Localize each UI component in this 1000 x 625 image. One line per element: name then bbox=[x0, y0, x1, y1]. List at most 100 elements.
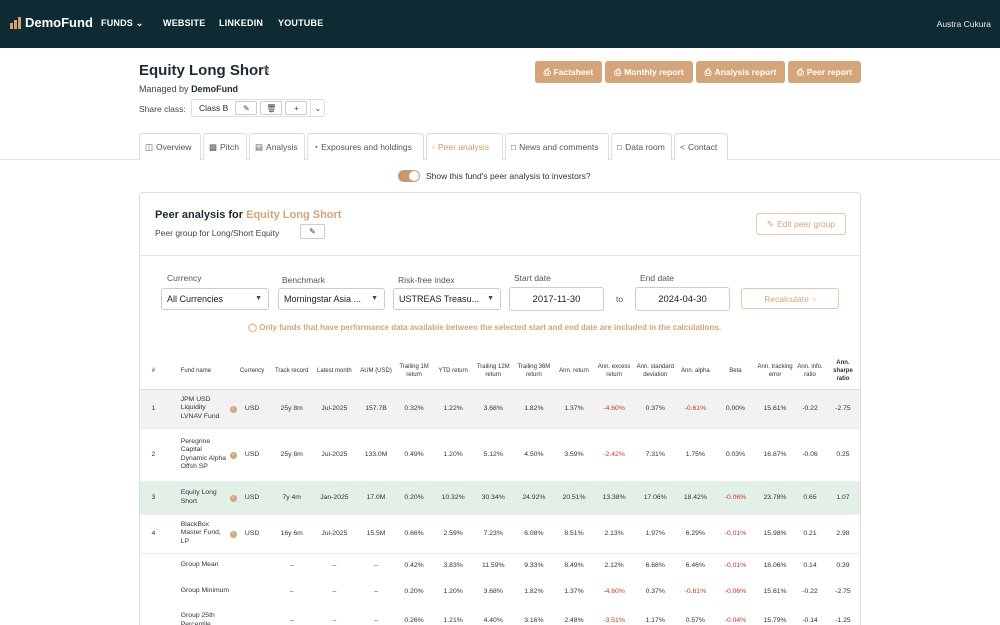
tab-analysis[interactable]: ▤ Analysis bbox=[249, 133, 305, 160]
cell-ytd: 1.22% bbox=[433, 389, 474, 429]
table-row[interactable]: 1 JPM USD Liquidity LVNAV Fund i USD 25y 8m J… bbox=[140, 389, 860, 429]
tab-peer-analysis[interactable]: ▫ Peer analysis bbox=[426, 133, 503, 160]
tab-contact-label: Contact bbox=[687, 142, 718, 152]
tab-data-room[interactable]: □ Data room bbox=[611, 133, 672, 160]
riskfree-select[interactable]: USTREAS Treasu... ▼ bbox=[393, 288, 501, 310]
brand-logo[interactable]: DemoFund bbox=[10, 15, 93, 30]
monthly-report-button[interactable]: ⎙ Monthly report bbox=[605, 61, 693, 83]
peer-report-button[interactable]: ⎙ Peer report bbox=[788, 61, 861, 83]
share-class-value[interactable]: Class B bbox=[199, 103, 229, 113]
stat-name: Group 25th Percentile bbox=[167, 606, 233, 625]
stat-row: Group Minimum – – – 0.20% 1.20% 3.68% 1.82% 1.37… bbox=[140, 577, 860, 606]
fund-name[interactable]: Peregrine Capital Dynamic Alpha Offsh SP bbox=[180, 438, 227, 470]
col-header[interactable]: Ann. tracking error bbox=[756, 355, 795, 390]
fund-name-cell[interactable]: Equity Long Short i bbox=[166, 481, 237, 515]
fund-name-cell[interactable]: Peregrine Capital Dynamic Alpha Offsh SP… bbox=[166, 428, 237, 482]
nav-funds[interactable]: FUNDS ⌄ bbox=[101, 18, 143, 29]
cell-std: 0.37% bbox=[645, 588, 665, 595]
benchmark-select[interactable]: Morningstar Asia ... ▼ bbox=[278, 288, 385, 310]
col-header[interactable]: AUM (USD) bbox=[357, 355, 396, 390]
tab-overview-label: Overview bbox=[156, 142, 192, 152]
tab-exposures[interactable]: ◔ Exposures and holdings bbox=[307, 133, 424, 160]
cell-std: 6.68% bbox=[634, 552, 676, 577]
fund-name[interactable]: JPM USD Liquidity LVNAV Fund bbox=[180, 396, 220, 420]
col-header[interactable]: Trailing 12M return bbox=[473, 355, 514, 390]
nav-linkedin[interactable]: LINKEDIN bbox=[219, 18, 264, 28]
info-icon[interactable]: i bbox=[229, 494, 237, 502]
col-header[interactable]: Latest month bbox=[311, 355, 357, 390]
tab-news[interactable]: □ News and comments bbox=[505, 133, 609, 160]
tab-analysis-label: Analysis bbox=[266, 142, 298, 152]
col-header[interactable]: # bbox=[140, 355, 167, 390]
investor-visibility-toggle[interactable] bbox=[398, 170, 420, 182]
col-header[interactable]: Currency bbox=[232, 355, 272, 390]
edit-peer-group-icon-button[interactable]: ✎ bbox=[300, 224, 325, 239]
cell-alpha: 6.46% bbox=[675, 552, 715, 577]
panel-title-fund: Equity Long Short bbox=[246, 209, 342, 221]
stat-name: Group Mean bbox=[166, 552, 233, 577]
bar-chart-icon: ▫ bbox=[432, 142, 436, 152]
factsheet-label: Factsheet bbox=[553, 67, 594, 77]
chevron-down-icon: ▼ bbox=[371, 295, 378, 302]
chevron-down-icon[interactable]: ⌄ bbox=[310, 100, 324, 116]
page-title: Equity Long Short bbox=[139, 62, 269, 79]
col-header[interactable]: Beta bbox=[714, 355, 757, 390]
col-header[interactable]: Ann. return bbox=[554, 355, 594, 390]
cell-te: 23.78% bbox=[756, 481, 795, 515]
col-header[interactable]: Fund name bbox=[166, 355, 233, 390]
recalculate-button[interactable]: Recalculate ▫ bbox=[741, 288, 839, 309]
col-header[interactable]: Ann. excess return bbox=[593, 355, 635, 390]
edit-share-class-button[interactable]: ✎ bbox=[235, 101, 258, 115]
film-icon: ▩ bbox=[209, 141, 218, 152]
col-header[interactable]: YTD return bbox=[433, 355, 474, 390]
nav-website[interactable]: WEBSITE bbox=[163, 18, 206, 28]
fund-name[interactable]: BlackBox Master Fund, LP bbox=[180, 521, 221, 545]
cell-latest: Jan-2025 bbox=[311, 481, 357, 515]
table-row[interactable]: 4 BlackBox Master Fund, LP i USD 16y 6m Jul-2… bbox=[140, 514, 860, 554]
chevron-down-icon: ▼ bbox=[255, 295, 262, 302]
start-date-input[interactable]: 2017-11-30 bbox=[509, 287, 604, 311]
delete-share-class-button[interactable]: 🗑 bbox=[260, 101, 283, 115]
start-date-label: Start date bbox=[514, 273, 551, 283]
cell-cur bbox=[232, 552, 272, 577]
add-share-class-button[interactable]: + bbox=[285, 101, 308, 115]
info-icon[interactable]: i bbox=[229, 530, 237, 538]
col-header[interactable]: Ann. alpha bbox=[675, 355, 715, 390]
tab-contact[interactable]: < Contact bbox=[674, 133, 728, 160]
table-row[interactable]: 2 Peregrine Capital Dynamic Alpha Offsh S… bbox=[140, 428, 860, 482]
currency-select[interactable]: All Currencies ▼ bbox=[161, 288, 269, 310]
tab-pitch-label: Pitch bbox=[220, 142, 239, 152]
tab-pitch[interactable]: ▩ Pitch bbox=[203, 133, 247, 160]
factsheet-button[interactable]: ⎙ Factsheet bbox=[535, 61, 602, 83]
col-header[interactable]: Ann. standard deviation bbox=[634, 355, 676, 390]
nav-youtube[interactable]: YOUTUBE bbox=[278, 18, 324, 28]
col-header[interactable]: Ann. info. ratio bbox=[794, 355, 826, 390]
cell-latest: Jul-2025 bbox=[311, 514, 357, 554]
end-date-input[interactable]: 2024-04-30 bbox=[635, 287, 730, 311]
edit-title-icon[interactable]: ✎ bbox=[262, 65, 271, 76]
col-header[interactable]: Ann. sharpe ratio bbox=[825, 355, 860, 390]
info-icon[interactable]: i bbox=[229, 405, 237, 413]
table-row[interactable]: 3 Equity Long Short i USD 7y 4m Jan-2025 17.0M… bbox=[140, 481, 860, 515]
analysis-report-button[interactable]: ⎙ Analysis report bbox=[696, 61, 785, 83]
monthly-report-label: Monthly report bbox=[624, 67, 684, 77]
user-menu[interactable]: Austra Cukura bbox=[936, 19, 991, 29]
col-header[interactable]: Trailing 1M return bbox=[395, 355, 434, 390]
manager-name[interactable]: DemoFund bbox=[191, 84, 239, 94]
cell-cur: USD bbox=[232, 428, 272, 482]
recalculate-label: Recalculate bbox=[764, 293, 809, 304]
info-icon[interactable]: i bbox=[229, 451, 237, 459]
lightbulb-icon: ◯ bbox=[248, 323, 257, 332]
cell-cur: USD bbox=[232, 389, 272, 429]
tab-overview[interactable]: ◫ Overview bbox=[139, 133, 201, 160]
cell-excess: -3.51% bbox=[603, 617, 625, 624]
fund-name-cell[interactable]: JPM USD Liquidity LVNAV Fund i bbox=[166, 389, 237, 429]
col-header[interactable]: Trailing 36M return bbox=[513, 355, 555, 390]
cell-ann: 20.51% bbox=[554, 481, 594, 515]
end-date-label: End date bbox=[640, 273, 675, 283]
col-header[interactable]: Track record bbox=[271, 355, 312, 390]
edit-peer-group-button[interactable]: ✎ Edit peer group bbox=[756, 213, 846, 235]
cell-excess: 13.38% bbox=[593, 481, 635, 515]
fund-name[interactable]: Equity Long Short bbox=[180, 489, 217, 505]
fund-name-cell[interactable]: BlackBox Master Fund, LP i bbox=[166, 514, 237, 554]
